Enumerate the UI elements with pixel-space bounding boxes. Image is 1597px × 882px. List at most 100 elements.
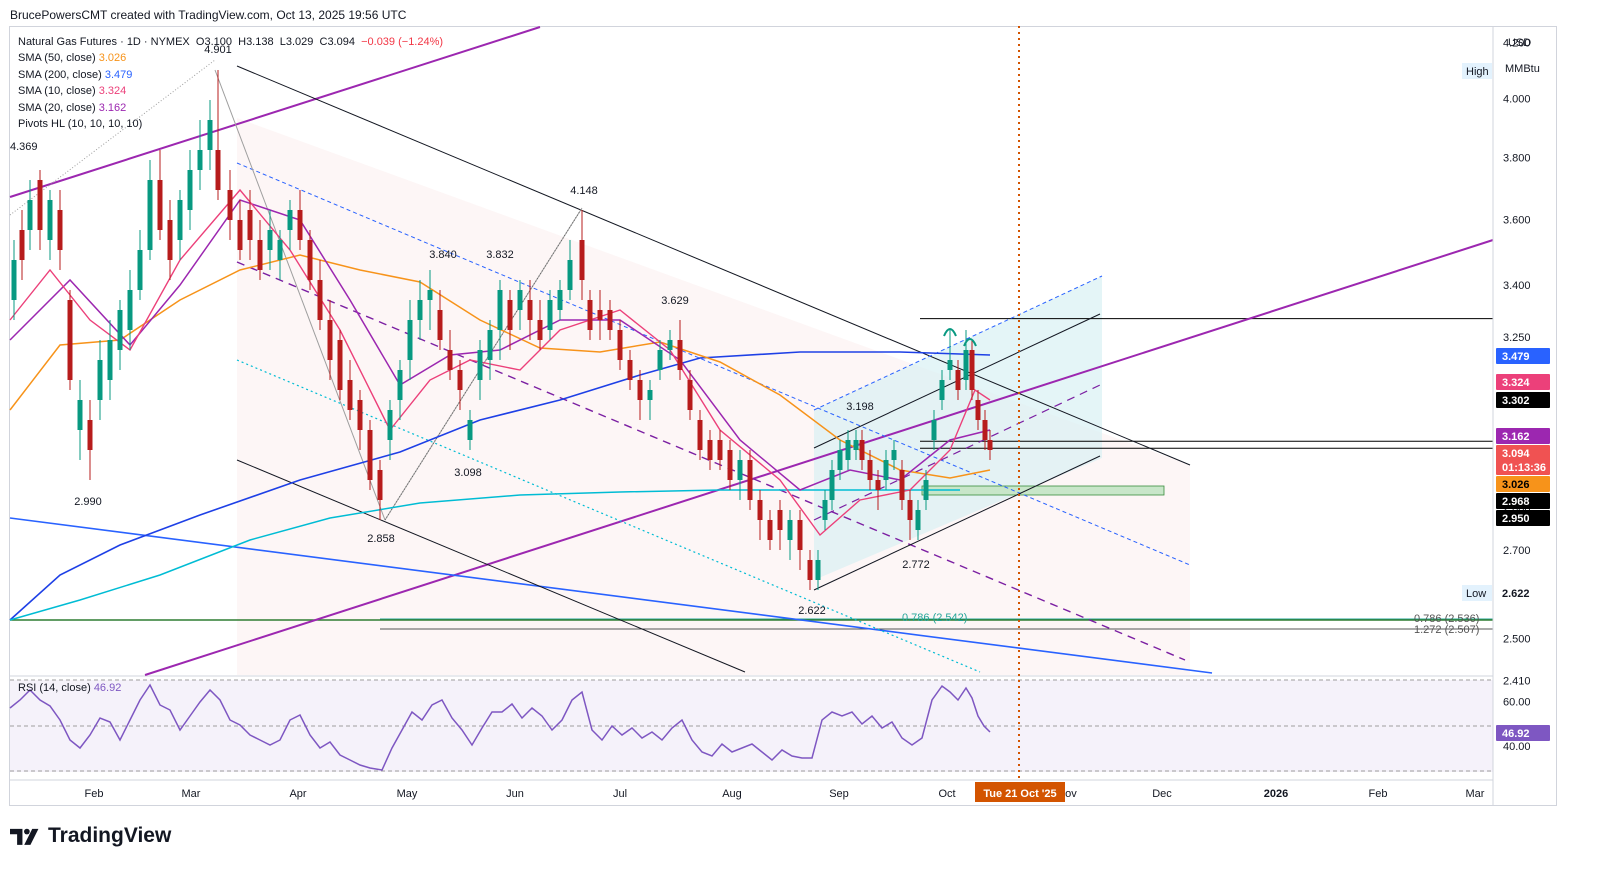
candle-body bbox=[853, 440, 859, 450]
candle-body bbox=[891, 450, 897, 460]
candle-body bbox=[257, 240, 263, 270]
candle-body bbox=[915, 510, 921, 530]
pivot-label: 2.858 bbox=[367, 533, 395, 545]
candle-body bbox=[939, 380, 945, 400]
candle-body bbox=[677, 340, 683, 370]
price-badge-label: 3.479 bbox=[1502, 351, 1530, 363]
candle-body bbox=[845, 440, 851, 460]
candle-body bbox=[597, 310, 603, 320]
candle-body bbox=[637, 380, 643, 400]
price-badge bbox=[1496, 428, 1550, 444]
low-tag-bg bbox=[1462, 585, 1492, 601]
price-badge bbox=[1496, 493, 1550, 509]
y-tick-label: 3.400 bbox=[1503, 280, 1531, 292]
candle-body bbox=[617, 330, 623, 360]
x-tick-label: Mar bbox=[182, 788, 201, 800]
candle-body bbox=[47, 200, 53, 240]
candle-body bbox=[627, 360, 633, 380]
candle-body bbox=[367, 430, 373, 480]
candle-body bbox=[947, 360, 953, 370]
candle-body bbox=[707, 440, 713, 460]
blue-long-trend bbox=[9, 517, 1213, 674]
candle-body bbox=[157, 180, 163, 230]
channel-lower bbox=[236, 459, 746, 673]
x-tick-label: Mar bbox=[1466, 788, 1485, 800]
candle-body bbox=[975, 400, 981, 420]
candle-body bbox=[447, 350, 453, 370]
candle-body bbox=[467, 420, 473, 440]
candle-body bbox=[987, 440, 993, 450]
candle-body bbox=[197, 150, 203, 170]
candle-body bbox=[807, 560, 813, 580]
price-badge bbox=[1496, 374, 1550, 390]
price-badge bbox=[1496, 459, 1550, 475]
candle-body bbox=[883, 460, 889, 480]
x-tick-label: Jun bbox=[506, 788, 524, 800]
candle-body bbox=[207, 120, 213, 150]
price-badge-label: 3.162 bbox=[1502, 431, 1530, 443]
candle-body bbox=[417, 300, 423, 320]
rsi-legend[interactable]: RSI (14, close) 46.92 bbox=[18, 682, 122, 694]
pivot-label: 2.990 bbox=[74, 496, 102, 508]
candle-body bbox=[963, 350, 969, 380]
legend-sma20[interactable]: SMA (20, close) 3.162 bbox=[18, 101, 127, 114]
candle-body bbox=[87, 420, 93, 450]
price-badge-label: 3.302 bbox=[1502, 395, 1530, 407]
candle-body bbox=[537, 320, 543, 340]
price-badge bbox=[1496, 392, 1550, 408]
x-tick-label: May bbox=[397, 788, 418, 800]
ascending-channel-fill bbox=[814, 276, 1102, 580]
rsi-tick-label: 40.00 bbox=[1503, 741, 1531, 753]
y-tick-label: 2.700 bbox=[1503, 545, 1531, 557]
x-tick-label: 2026 bbox=[1264, 788, 1288, 800]
asc-dashed-top bbox=[813, 275, 1103, 411]
ohlc-low: L3.029 bbox=[276, 36, 314, 48]
cyan-dotted bbox=[236, 359, 981, 673]
pivot-label: 4.369 bbox=[10, 141, 38, 153]
x-tick-label: Oct bbox=[938, 788, 955, 800]
candle-body bbox=[77, 400, 83, 430]
candle-body bbox=[727, 450, 733, 480]
candle-body bbox=[107, 340, 113, 380]
fib-label: 1.272 (2.507) bbox=[1414, 624, 1479, 636]
chart-legend: Natural Gas Futures · 1D · NYMEX O3.100 … bbox=[18, 34, 443, 132]
high-tag: High bbox=[1466, 66, 1489, 78]
candle-body bbox=[397, 370, 403, 400]
candle-body bbox=[907, 500, 913, 520]
dotted-left-a bbox=[9, 59, 216, 216]
price-badge-label: 01:13:36 bbox=[1502, 462, 1546, 474]
candle-body bbox=[579, 240, 585, 280]
blue-dashed-upper bbox=[236, 162, 1191, 566]
candle-body bbox=[822, 500, 828, 520]
asc-channel-mid bbox=[813, 384, 1101, 521]
candle-body bbox=[117, 310, 123, 350]
candle-body bbox=[547, 300, 553, 330]
legend-title: Natural Gas Futures · 1D · NYMEX bbox=[18, 36, 190, 48]
price-badge-label: 2.950 bbox=[1502, 513, 1530, 525]
pivot-arrow-icon bbox=[963, 338, 977, 347]
candle-body bbox=[407, 320, 413, 360]
legend-sma50[interactable]: SMA (50, close) 3.026 bbox=[18, 52, 127, 65]
candle-body bbox=[787, 520, 793, 540]
ohlc-high: H3.138 bbox=[235, 36, 274, 48]
axis-currency: USD bbox=[1508, 37, 1531, 49]
candle-body bbox=[477, 350, 483, 380]
candle-body bbox=[867, 460, 873, 480]
candle-body bbox=[747, 460, 753, 500]
candle-body bbox=[357, 400, 363, 430]
legend-sma10[interactable]: SMA (10, close) 3.324 bbox=[18, 85, 127, 98]
tradingview-logo: TradingView bbox=[10, 824, 171, 848]
legend-pivots[interactable]: Pivots HL (10, 10, 10, 10) bbox=[18, 118, 143, 131]
candle-body bbox=[697, 420, 703, 450]
x-tick-label: Sep bbox=[829, 788, 849, 800]
candle-body bbox=[327, 320, 333, 360]
legend-title-row: Natural Gas Futures · 1D · NYMEX O3.100 … bbox=[18, 34, 443, 50]
candle-body bbox=[237, 220, 243, 250]
attribution-text: BrucePowersCMT created with TradingView.… bbox=[10, 8, 407, 22]
legend-sma200[interactable]: SMA (200, close) 3.479 bbox=[18, 68, 133, 81]
candle-body bbox=[457, 370, 463, 390]
high-tag-bg bbox=[1462, 63, 1492, 79]
candle-body bbox=[215, 150, 221, 190]
axis-unit: MMBtu bbox=[1505, 63, 1540, 75]
